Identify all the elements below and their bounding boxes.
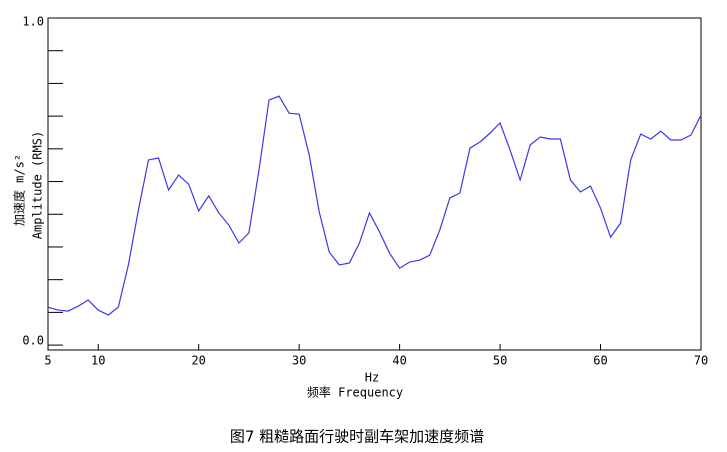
y-tick-label: 1.0: [22, 15, 44, 29]
plot-frame: [47, 17, 702, 351]
x-tick-label: 50: [493, 354, 507, 368]
x-tick-label: 70: [694, 354, 708, 368]
x-tick-label: 60: [593, 354, 607, 368]
y-axis-label: 加速度 m/s²: [12, 154, 27, 226]
x-tick-label: 30: [292, 354, 306, 368]
y-tick-label: 0.0: [22, 334, 44, 348]
x-axis-label: Hz: [365, 371, 379, 385]
x-tick-label: 10: [91, 354, 105, 368]
x-tick-label: 20: [191, 354, 205, 368]
caption: 图7 粗糙路面行驶时副车架加速度频谱: [230, 428, 484, 446]
x-tick-label: 5: [44, 354, 51, 368]
x-axis-label-2: 频率 Frequency: [307, 385, 403, 400]
y-axis-label-2: Amplitude (RMS): [31, 131, 45, 239]
data-line: [47, 95, 702, 316]
x-tick-label: 40: [392, 354, 406, 368]
